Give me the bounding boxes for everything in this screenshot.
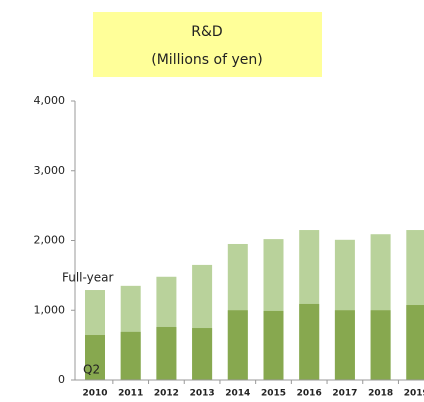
- y-tick-label: 2,000: [34, 234, 66, 247]
- bar: [156, 326, 177, 380]
- x-tick-label: 2016: [297, 389, 322, 399]
- bar: [227, 310, 248, 380]
- y-tick-label: 3,000: [34, 164, 66, 177]
- x-tick-label: 2010: [82, 389, 107, 399]
- x-tick-label: 2017: [332, 389, 357, 399]
- bar: [406, 305, 424, 380]
- legend-label: Q2: [83, 363, 100, 377]
- x-tick-label: 2019: [404, 389, 424, 399]
- x-tick-label: 2015: [261, 389, 286, 399]
- x-tick-label: 2013: [190, 389, 215, 399]
- x-tick-label: 2012: [154, 389, 179, 399]
- chart-subtitle: (Millions of yen): [151, 52, 262, 68]
- bar: [120, 331, 141, 380]
- bar: [370, 310, 391, 380]
- y-tick-label: 1,000: [34, 303, 66, 316]
- bar: [299, 303, 320, 380]
- bar: [192, 328, 213, 380]
- legend-label: Full-year: [62, 271, 113, 285]
- chart-title: R&D: [191, 24, 222, 40]
- bar: [85, 335, 105, 380]
- bar: [263, 310, 284, 380]
- y-tick-label: 4,000: [34, 94, 66, 107]
- bar: [334, 310, 355, 380]
- x-tick-label: 2014: [225, 389, 250, 399]
- title-box: [93, 12, 322, 77]
- x-tick-label: 2011: [118, 389, 143, 399]
- y-tick-label: 0: [58, 373, 65, 386]
- x-tick-label: 2018: [368, 389, 393, 399]
